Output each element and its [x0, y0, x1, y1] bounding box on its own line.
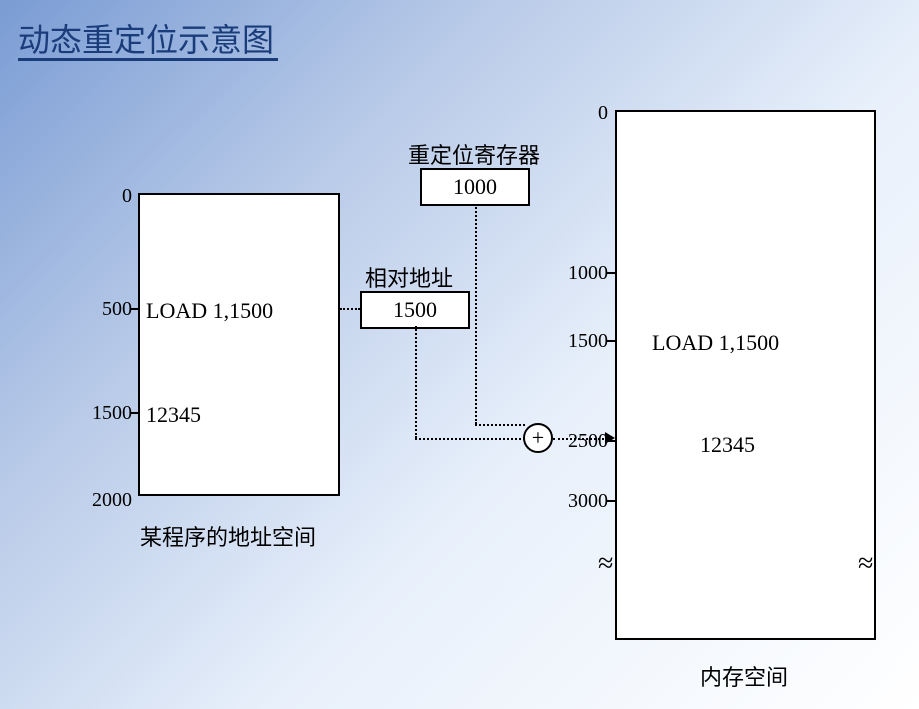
left-tick-0: 0 — [108, 185, 132, 208]
left-cell-value: 12345 — [146, 402, 201, 428]
connector-line — [340, 308, 360, 310]
relative-address-box: 1500 — [360, 291, 470, 329]
left-box-caption: 某程序的地址空间 — [140, 520, 316, 552]
right-cell-value: 12345 — [700, 432, 755, 458]
right-tick-2500: 2500 — [558, 430, 608, 453]
right-box-caption: 内存空间 — [700, 660, 788, 692]
left-tick-mark — [130, 412, 138, 414]
left-tick-500: 500 — [90, 298, 132, 321]
right-tick-3000: 3000 — [558, 490, 608, 513]
left-tick-2000: 2000 — [80, 489, 132, 512]
right-tick-1500: 1500 — [558, 330, 608, 353]
plus-icon: + — [523, 423, 553, 453]
arrow-icon — [605, 432, 615, 444]
break-mark-right: ≈ — [858, 548, 873, 580]
right-tick-mark — [607, 500, 615, 502]
right-tick-mark — [607, 272, 615, 274]
connector-line — [475, 204, 477, 424]
left-cell-load: LOAD 1,1500 — [146, 298, 273, 324]
left-tick-1500: 1500 — [80, 402, 132, 425]
register-label: 重定位寄存器 — [408, 138, 540, 170]
connector-line — [553, 438, 608, 440]
page-title: 动态重定位示意图 — [18, 15, 274, 61]
connector-line — [415, 438, 525, 440]
right-tick-mark — [607, 340, 615, 342]
memory-space-box — [615, 110, 876, 640]
relocation-register-box: 1000 — [420, 168, 530, 206]
connector-line — [475, 424, 525, 426]
connector-line — [415, 326, 417, 438]
right-cell-load: LOAD 1,1500 — [652, 330, 779, 356]
right-tick-0: 0 — [588, 102, 608, 125]
left-tick-mark — [130, 308, 138, 310]
program-address-space-box — [138, 193, 340, 496]
relative-addr-label: 相对地址 — [365, 261, 453, 293]
right-tick-1000: 1000 — [558, 262, 608, 285]
break-mark-left: ≈ — [598, 548, 613, 580]
title-underline — [18, 58, 278, 61]
